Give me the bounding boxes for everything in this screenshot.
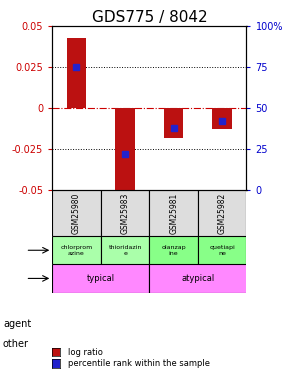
Bar (115, 108, 135, 198)
Bar (52, 236, 101, 264)
Text: other: other (3, 339, 29, 349)
Bar (149, 264, 246, 292)
Text: thioridazin
e: thioridazin e (108, 245, 142, 256)
Text: log ratio: log ratio (68, 348, 103, 357)
Bar (149, 190, 198, 236)
Bar (198, 190, 246, 236)
Text: atypical: atypical (181, 274, 215, 283)
Text: GSM25980: GSM25980 (72, 192, 81, 234)
Text: GSM25983: GSM25983 (121, 192, 130, 234)
Text: olanzap
ine: olanzap ine (161, 245, 186, 256)
Bar (149, 236, 198, 264)
Text: quetiapi
ne: quetiapi ne (209, 245, 235, 256)
Bar (52, 190, 101, 236)
Bar (198, 236, 246, 264)
Text: GSM25982: GSM25982 (218, 192, 227, 234)
Text: typical: typical (87, 274, 115, 283)
Title: GDS775 / 8042: GDS775 / 8042 (92, 10, 207, 25)
Text: percentile rank within the sample: percentile rank within the sample (68, 359, 210, 368)
Bar (101, 190, 149, 236)
Bar (52, 264, 149, 292)
Bar (164, 108, 183, 138)
Bar (213, 108, 232, 129)
Text: agent: agent (3, 320, 31, 329)
Bar (67, 38, 86, 108)
Text: chlorprom
azine: chlorprom azine (60, 245, 93, 256)
Bar (101, 236, 149, 264)
Text: GSM25981: GSM25981 (169, 192, 178, 234)
